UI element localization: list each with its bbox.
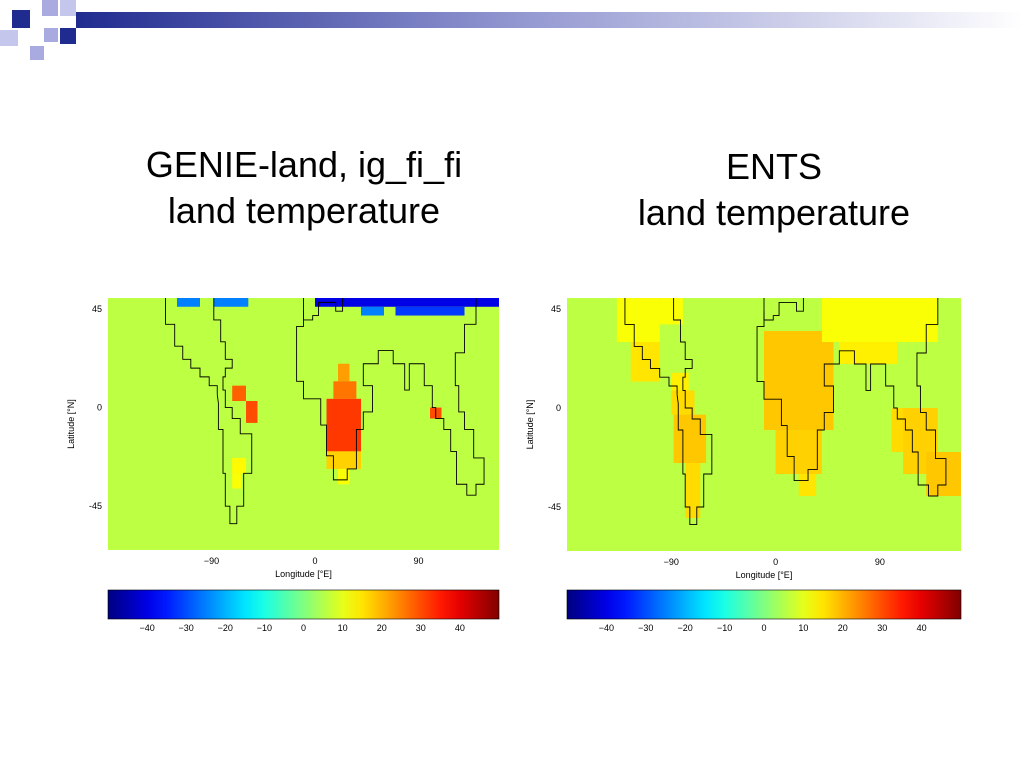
- temperature-cell: [326, 451, 361, 469]
- header-square: [30, 46, 44, 60]
- y-tick-label: -45: [89, 501, 102, 511]
- colorbar: [566, 589, 962, 620]
- colorbar-tick-label: 10: [338, 623, 348, 633]
- temperature-cell: [315, 298, 499, 307]
- temperature-cell: [361, 306, 384, 316]
- colorbar-tick-label: −20: [218, 623, 233, 633]
- coastline-segment: [296, 298, 485, 496]
- left-panel-title: GENIE-land, ig_fi_fi land temperature: [104, 142, 504, 234]
- colorbar-tick-label: −20: [678, 623, 693, 633]
- colorbar-tick-label: 30: [416, 623, 426, 633]
- colorbar-tick-label: 20: [838, 623, 848, 633]
- x-axis-label: Longitude [°E]: [275, 569, 332, 579]
- temperature-cell: [821, 298, 938, 342]
- y-tick-label: 0: [556, 403, 561, 413]
- coastline-segment: [624, 298, 678, 395]
- right-title-line-2: land temperature: [637, 192, 911, 233]
- colorbar-tick-label: −40: [599, 623, 614, 633]
- left-title-line-2: land temperature: [167, 190, 441, 231]
- coastline-segment: [763, 298, 804, 321]
- temperature-cell: [333, 381, 357, 399]
- colorbar-tick-label: 0: [301, 623, 306, 633]
- coastline-segment: [165, 298, 218, 395]
- temperature-cell: [671, 372, 689, 391]
- temperature-cell: [395, 306, 465, 316]
- header-square: [0, 30, 18, 46]
- colorbar-tick-label: 30: [877, 623, 887, 633]
- temperature-cell: [213, 298, 249, 307]
- temperature-cell: [685, 463, 701, 518]
- temperature-cell: [177, 298, 200, 307]
- colorbar-tick-label: 10: [798, 623, 808, 633]
- temperature-cell: [326, 398, 361, 452]
- left-title-line-1: GENIE-land, ig_fi_fi: [145, 144, 463, 185]
- temperature-cell: [891, 408, 904, 452]
- right-panel-title: ENTS land temperature: [574, 144, 974, 236]
- temperature-cell: [775, 430, 822, 474]
- colorbar-tick-label: −30: [638, 623, 653, 633]
- colorbar-tick-label: 40: [455, 623, 465, 633]
- header-square: [60, 0, 76, 16]
- coastline-segment: [213, 298, 253, 525]
- coastline-segment: [673, 298, 713, 526]
- y-tick-label: 45: [551, 304, 561, 314]
- x-tick-label: −90: [664, 557, 679, 567]
- slide-header-decoration: [0, 0, 1024, 60]
- coastline: [165, 298, 485, 525]
- temperature-cell: [764, 331, 834, 430]
- temperature-cell: [839, 342, 898, 364]
- colorbar-tick-label: −10: [717, 623, 732, 633]
- y-axis-label: Latitude [°N]: [66, 399, 76, 449]
- y-axis-label: Latitude [°N]: [525, 400, 535, 450]
- colorbar-tick-label: −40: [139, 623, 154, 633]
- temperature-cell: [616, 298, 660, 342]
- temperature-cell: [926, 452, 961, 496]
- temperature-cell: [338, 363, 350, 382]
- temperature-cell: [798, 474, 817, 496]
- colorbar-tick-label: −10: [257, 623, 272, 633]
- x-tick-label: 0: [773, 557, 778, 567]
- temperature-cell: [246, 400, 258, 423]
- colorbar-tick-label: 20: [377, 623, 387, 633]
- temperature-cell: [671, 390, 695, 415]
- temperature-cell: [338, 468, 350, 485]
- x-tick-label: 0: [312, 556, 317, 566]
- colorbar-tick-label: 40: [917, 623, 927, 633]
- x-tick-label: 90: [875, 557, 885, 567]
- header-square: [12, 10, 30, 28]
- coastline-segment: [756, 298, 947, 497]
- header-square: [42, 0, 58, 16]
- map-cells: [616, 298, 961, 518]
- x-tick-label: −90: [204, 556, 219, 566]
- colorbar-tick-label: 0: [761, 623, 766, 633]
- y-tick-label: 45: [92, 304, 102, 314]
- right-title-line-1: ENTS: [725, 146, 822, 187]
- temperature-cell: [232, 473, 242, 489]
- colorbar: [107, 589, 500, 620]
- temperature-cell: [630, 342, 660, 382]
- y-tick-label: 0: [97, 403, 102, 413]
- header-square: [60, 28, 76, 44]
- x-axis-label: Longitude [°E]: [736, 570, 793, 580]
- coastline: [624, 298, 947, 526]
- header-gradient-bar: [76, 12, 1024, 28]
- coastline-segment: [303, 298, 344, 321]
- temperature-cell: [659, 298, 683, 325]
- colorbar-tick-label: −30: [179, 623, 194, 633]
- temperature-cell: [232, 385, 246, 401]
- x-tick-label: 90: [413, 556, 423, 566]
- y-tick-label: -45: [548, 502, 561, 512]
- map-background: [108, 298, 499, 550]
- header-square: [44, 28, 58, 42]
- temperature-cell: [232, 457, 246, 474]
